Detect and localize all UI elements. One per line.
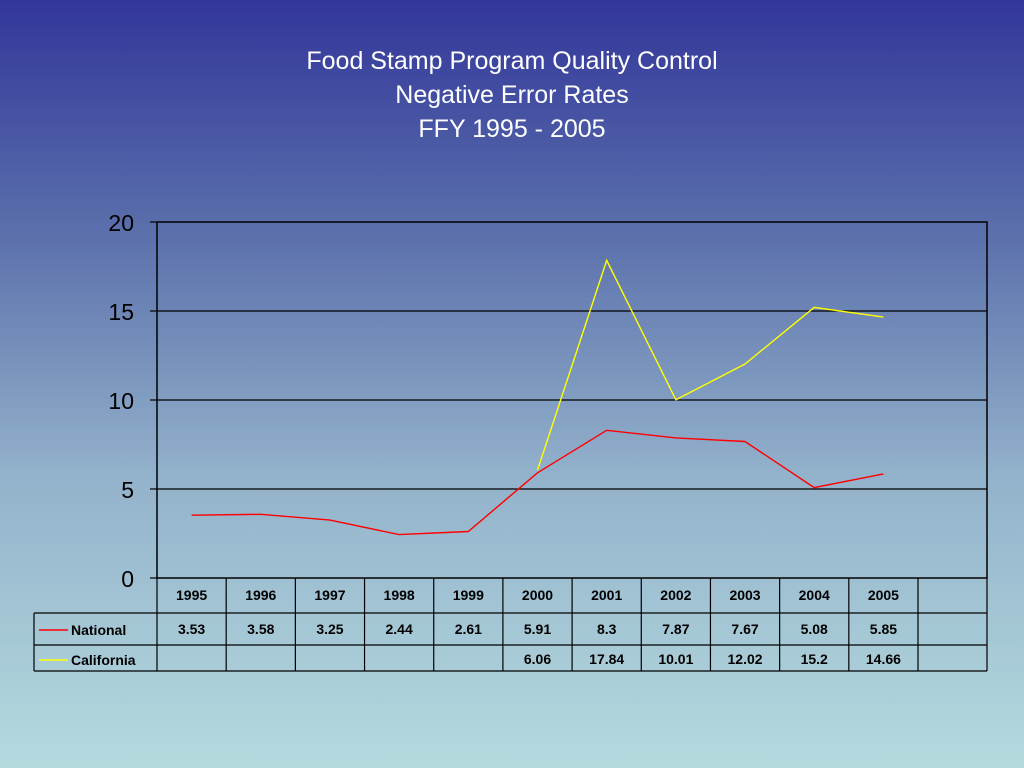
x-tick-label: 1997 bbox=[314, 587, 345, 603]
legend-label-california: California bbox=[71, 652, 136, 668]
x-tick-label: 2000 bbox=[522, 587, 553, 603]
series-line-california bbox=[536, 258, 884, 471]
data-label-national: 3.25 bbox=[316, 621, 343, 637]
x-tick-label: 1996 bbox=[245, 587, 276, 603]
data-label-national: 5.91 bbox=[524, 621, 551, 637]
data-label-national: 2.44 bbox=[386, 621, 413, 637]
data-label-california: 12.02 bbox=[728, 651, 763, 667]
data-label-california: 15.2 bbox=[801, 651, 828, 667]
y-tick-label: 10 bbox=[108, 388, 134, 414]
data-label-national: 7.87 bbox=[662, 621, 689, 637]
data-label-california: 17.84 bbox=[589, 651, 624, 667]
data-label-national: 7.67 bbox=[731, 621, 758, 637]
x-tick-label: 1998 bbox=[384, 587, 415, 603]
title-line-3: FFY 1995 - 2005 bbox=[418, 115, 606, 143]
y-tick-label: 5 bbox=[121, 477, 134, 503]
title-line-1: Food Stamp Program Quality Control bbox=[306, 47, 718, 75]
data-label-california: 10.01 bbox=[658, 651, 693, 667]
data-label-national: 5.85 bbox=[870, 621, 897, 637]
x-tick-label: 2003 bbox=[729, 587, 760, 603]
y-tick-label: 15 bbox=[108, 299, 134, 325]
data-label-california: 14.66 bbox=[866, 651, 901, 667]
title-line-2: Negative Error Rates bbox=[395, 81, 629, 109]
legend-label-national: National bbox=[71, 622, 126, 638]
data-label-national: 5.08 bbox=[801, 621, 828, 637]
data-label-national: 2.61 bbox=[455, 621, 482, 637]
y-tick-label: 20 bbox=[108, 210, 134, 236]
data-label-national: 3.58 bbox=[247, 621, 274, 637]
x-tick-label: 2001 bbox=[591, 587, 622, 603]
x-tick-label: 2005 bbox=[868, 587, 899, 603]
data-label-california: 6.06 bbox=[524, 651, 551, 667]
x-tick-label: 2004 bbox=[799, 587, 830, 603]
x-tick-label: 2002 bbox=[660, 587, 691, 603]
series-line-national bbox=[191, 429, 884, 536]
data-label-national: 3.53 bbox=[178, 621, 205, 637]
x-tick-label: 1999 bbox=[453, 587, 484, 603]
data-label-national: 8.3 bbox=[597, 621, 617, 637]
y-tick-label: 0 bbox=[121, 566, 134, 592]
x-tick-label: 1995 bbox=[176, 587, 207, 603]
chart-title: Food Stamp Program Quality Control Negat… bbox=[0, 44, 1024, 146]
